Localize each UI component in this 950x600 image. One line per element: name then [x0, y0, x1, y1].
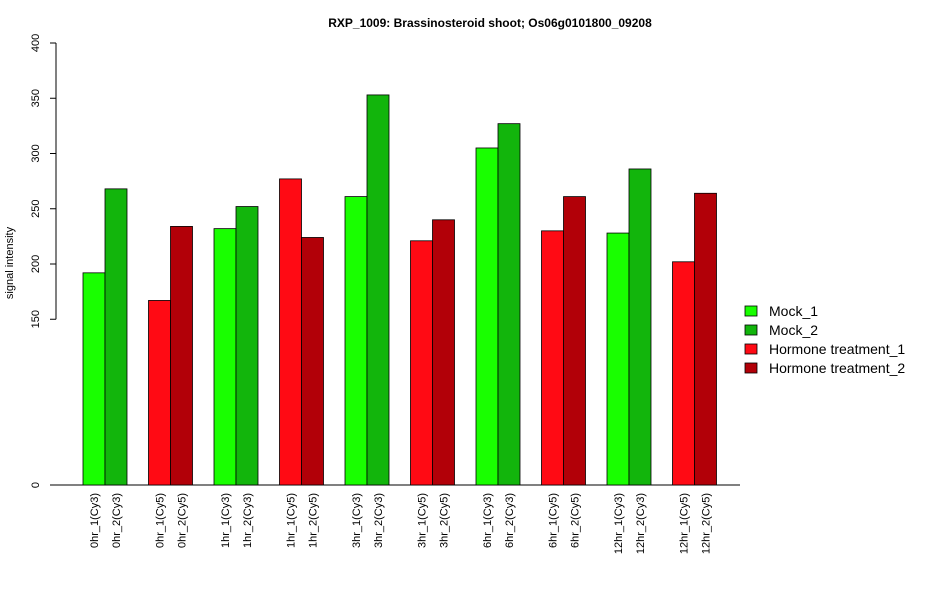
y-tick-label: 150 — [30, 310, 42, 328]
legend-label: Mock_2 — [769, 322, 818, 338]
legend-label: Mock_1 — [769, 303, 818, 319]
bar — [497, 123, 521, 486]
legend-label: Hormone treatment_2 — [769, 360, 905, 376]
legend-swatch — [744, 305, 758, 317]
x-tick-label: 0hr_1(Cy3) — [89, 493, 101, 548]
chart-title: RXP_1009: Brassinosteroid shoot; Os06g01… — [328, 16, 652, 30]
x-tick-label: 6hr_2(Cy3) — [504, 493, 516, 548]
x-tick-label: 6hr_1(Cy3) — [482, 493, 494, 548]
y-tick-label: 400 — [30, 34, 42, 52]
x-tick-label: 12hr_2(Cy3) — [635, 493, 647, 554]
bar — [410, 240, 433, 486]
bar — [672, 261, 695, 486]
y-tick-label: 0 — [30, 482, 42, 488]
legend-swatch — [744, 324, 758, 336]
x-tick-label: 1hr_2(Cy3) — [242, 493, 254, 548]
bar — [104, 188, 128, 486]
x-tick-label: 0hr_1(Cy5) — [155, 493, 167, 548]
legend-label: Hormone treatment_1 — [769, 341, 905, 357]
x-tick-label: 1hr_1(Cy5) — [286, 493, 298, 548]
x-tick-labels: 0hr_1(Cy3) 0hr_2(Cy3) 0hr_1(Cy5) 0hr_2(Cy5)… — [89, 493, 713, 554]
bar — [235, 206, 259, 486]
x-tick-label: 3hr_1(Cy5) — [417, 493, 429, 548]
bar — [628, 168, 652, 486]
y-tick-label: 250 — [30, 200, 42, 218]
x-tick-label: 0hr_2(Cy3) — [111, 493, 123, 548]
bar — [366, 94, 390, 486]
x-tick-label: 6hr_2(Cy5) — [570, 493, 582, 548]
x-tick-label: 12hr_1(Cy5) — [679, 493, 691, 554]
legend-swatch — [744, 343, 758, 355]
x-tick-label: 3hr_2(Cy3) — [373, 493, 385, 548]
bar — [563, 196, 586, 486]
y-tick-label: 350 — [30, 89, 42, 107]
y-tick-label: 200 — [30, 255, 42, 273]
bar — [279, 178, 302, 486]
bar — [606, 232, 630, 486]
x-tick-label: 12hr_2(Cy5) — [701, 493, 713, 554]
bar — [148, 300, 171, 486]
x-tick-label: 1hr_1(Cy3) — [220, 493, 232, 548]
bar — [213, 228, 237, 486]
legend-swatch — [744, 362, 758, 374]
bar — [344, 196, 368, 486]
x-tick-label: 3hr_1(Cy3) — [351, 493, 363, 548]
x-tick-label: 6hr_1(Cy5) — [548, 493, 560, 548]
bar — [541, 230, 564, 486]
x-tick-label: 3hr_2(Cy5) — [439, 493, 451, 548]
bars — [82, 94, 717, 486]
bar — [301, 237, 324, 486]
y-tick-label: 300 — [30, 144, 42, 162]
x-tick-label: 0hr_2(Cy5) — [177, 493, 189, 548]
y-axis-label: signal intensity — [4, 226, 16, 299]
bar — [170, 226, 193, 486]
bar — [694, 192, 717, 486]
x-tick-label: 1hr_2(Cy5) — [308, 493, 320, 548]
x-tick-label: 12hr_1(Cy3) — [613, 493, 625, 554]
bar — [82, 272, 106, 486]
legend: Mock_1 Mock_2 Hormone treatment_1 Hormone t… — [744, 303, 905, 376]
bar — [475, 147, 499, 486]
y-axis: 0 150 200 250 300 350 400 — [30, 34, 57, 488]
bar — [432, 219, 455, 486]
